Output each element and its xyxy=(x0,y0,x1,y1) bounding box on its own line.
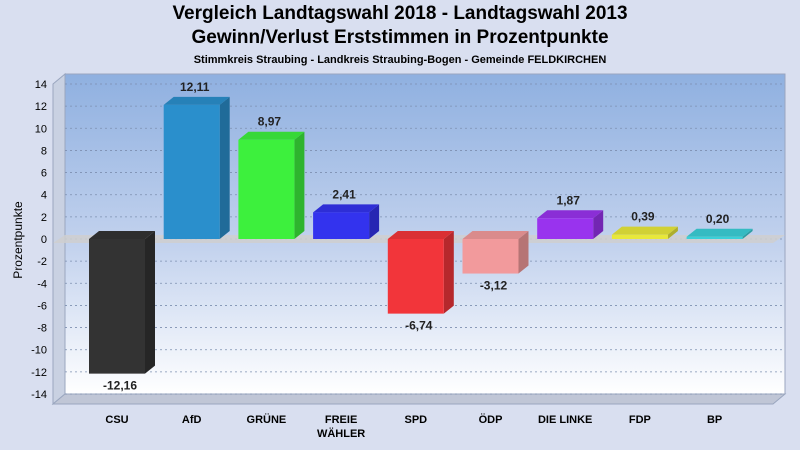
x-tick-label: GRÜNE xyxy=(247,413,287,426)
bar xyxy=(163,104,220,239)
bar-side xyxy=(145,231,155,374)
data-label: -12,16 xyxy=(103,379,137,393)
x-tick-label: ÖDP xyxy=(479,413,503,426)
bar-top xyxy=(537,210,604,219)
bar xyxy=(611,234,668,239)
data-label: 1,87 xyxy=(557,193,581,207)
y-tick-label: 8 xyxy=(41,145,47,157)
chart-title-line2: Gewinn/Verlust Erststimmen in Prozentpun… xyxy=(191,27,609,48)
bar-side xyxy=(742,228,753,239)
y-tick-label: -6 xyxy=(37,300,47,312)
bar-side xyxy=(369,204,380,239)
bar-top xyxy=(313,204,380,213)
data-label: 2,41 xyxy=(332,187,356,201)
chart-title-line1: Vergleich Landtagswahl 2018 - Landtagswa… xyxy=(172,3,628,24)
bar-top xyxy=(462,231,529,239)
data-label: 0,39 xyxy=(631,210,655,224)
x-tick-label: CSU xyxy=(105,414,128,426)
y-tick-label: 6 xyxy=(41,168,47,180)
x-tick-label: AfD xyxy=(182,414,202,426)
data-label: 0,20 xyxy=(706,212,730,226)
y-tick-label: 0 xyxy=(41,234,47,246)
bar xyxy=(238,139,295,239)
data-label: -3,12 xyxy=(480,279,508,293)
x-tick-label: FDP xyxy=(629,414,651,426)
bar-top xyxy=(686,228,753,237)
y-tick-label: 14 xyxy=(35,79,47,91)
y-tick-label: -12 xyxy=(31,367,47,379)
bar-top xyxy=(163,96,230,105)
bar-side xyxy=(593,210,604,239)
x-tick-label: BP xyxy=(707,414,722,426)
y-tick-label: 12 xyxy=(35,101,47,113)
y-tick-label: -8 xyxy=(37,323,47,335)
bar xyxy=(387,239,444,314)
y-tick-label: 10 xyxy=(35,123,47,135)
bar xyxy=(537,218,594,239)
bar-top xyxy=(387,231,454,239)
bar xyxy=(686,236,743,239)
x-tick-label: FREIE xyxy=(325,414,357,426)
data-label: -6,74 xyxy=(405,319,433,333)
data-label: 8,97 xyxy=(258,115,282,129)
bar-top xyxy=(238,131,305,140)
bar xyxy=(313,212,370,239)
chart-floor xyxy=(51,393,787,405)
x-tick-label: SPD xyxy=(404,414,427,426)
y-axis-label: Prozentpunkte xyxy=(11,201,25,279)
y-tick-label: -4 xyxy=(37,278,47,290)
x-tick-label: DIE LINKE xyxy=(538,414,592,426)
chart-subtitle: Stimmkreis Straubing - Landkreis Straubi… xyxy=(193,54,607,66)
bar-top xyxy=(89,231,155,239)
bar xyxy=(89,239,145,374)
y-tick-label: 4 xyxy=(41,190,47,202)
bar-top xyxy=(611,226,678,235)
bar-side xyxy=(667,226,678,239)
bar-side xyxy=(294,131,305,239)
x-tick-label: WÄHLER xyxy=(317,427,365,440)
bar-side xyxy=(518,231,529,274)
bar-side xyxy=(219,96,230,239)
y-tick-label: -10 xyxy=(31,345,47,357)
bar xyxy=(462,239,519,274)
y-tick-label: -14 xyxy=(31,389,47,401)
bar-side xyxy=(443,231,454,314)
data-label: 12,11 xyxy=(180,80,210,94)
y-tick-label: 2 xyxy=(41,212,47,224)
y-tick-label: -2 xyxy=(37,256,47,268)
